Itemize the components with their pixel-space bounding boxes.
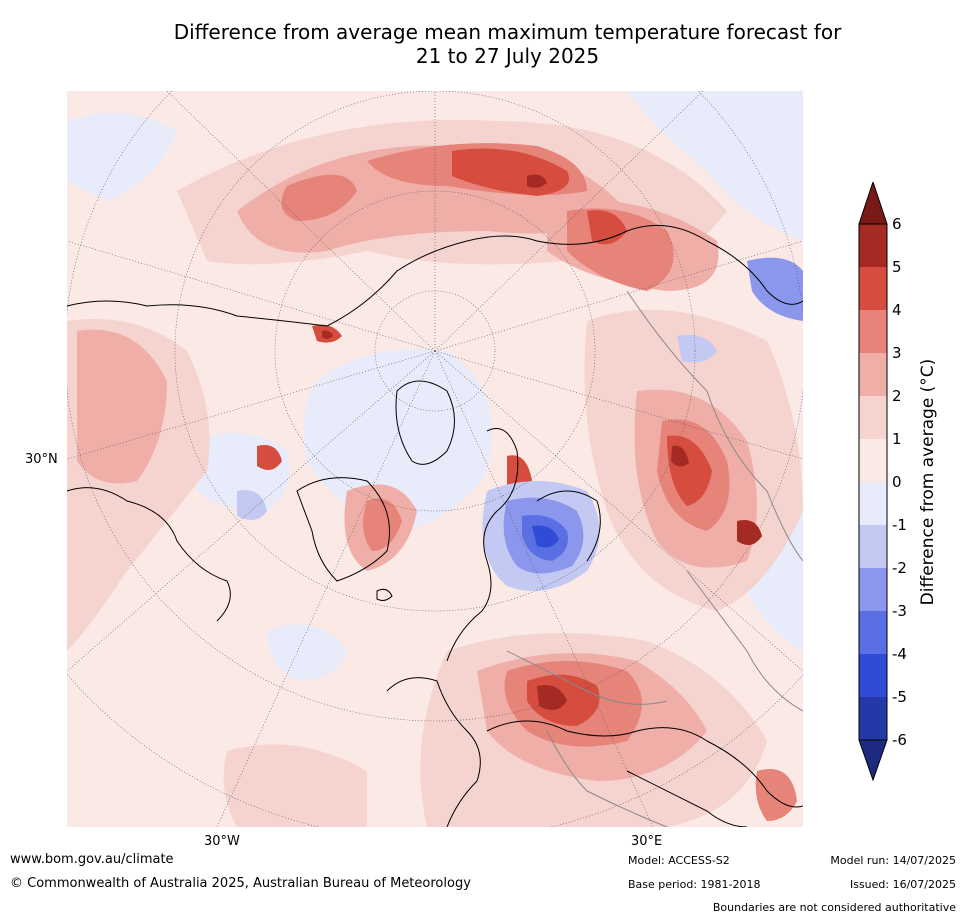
colorbar-tick: -6: [892, 731, 907, 749]
colorbar-label: Difference from average (°C): [918, 358, 938, 606]
colorbar-tick: 0: [892, 473, 902, 491]
borders: [506, 290, 803, 827]
colorbar-tick: 2: [892, 387, 902, 405]
colorbar-tick: 6: [892, 215, 902, 233]
model-run-date: Model run: 14/07/2025: [830, 854, 956, 867]
colorbar-tick: 3: [892, 344, 902, 362]
anomaly-neg-region: [532, 525, 559, 548]
anomaly-pos-region: [281, 174, 357, 221]
colorbar-segment: [859, 439, 887, 482]
anomaly-pos-region: [77, 329, 167, 484]
map-title-line2: 21 to 27 July 2025: [415, 44, 600, 68]
anomaly-neg-region: [747, 257, 803, 321]
colorbar-tick: 1: [892, 430, 902, 448]
map-title-line1: Difference from average mean maximum tem…: [173, 20, 842, 44]
colorbar-segment: [859, 353, 887, 396]
anomaly-neg-region: [237, 490, 267, 520]
coastlines: [67, 224, 803, 827]
issued-date: Issued: 16/07/2025: [849, 878, 956, 891]
colorbar-segment: [859, 611, 887, 654]
colorbar-segment: [859, 697, 887, 740]
anomaly-neg-region: [267, 624, 347, 681]
anomaly-pos-region: [527, 174, 547, 188]
colorbar-segment: [859, 654, 887, 697]
colorbar-tick: -1: [892, 516, 907, 534]
colorbar: [858, 180, 918, 782]
base-period: Base period: 1981-2018: [628, 878, 761, 891]
colorbar-under-triangle: [858, 739, 888, 782]
colorbar-tick: -3: [892, 602, 907, 620]
colorbar-tick: -4: [892, 645, 907, 663]
boundaries-disclaimer: Boundaries are not considered authoritat…: [712, 901, 956, 914]
anomaly-neg-region: [67, 113, 177, 201]
colorbar-segment: [859, 224, 887, 267]
colorbar-segment: [859, 525, 887, 568]
lon-label-30e: 30°E: [631, 834, 663, 849]
website-link[interactable]: www.bom.gov.au/climate: [10, 852, 174, 867]
colorbar-segment: [859, 310, 887, 353]
anomaly-neg-region: [303, 349, 492, 531]
anomaly-neg-region: [677, 335, 717, 363]
anomaly-pos-region: [671, 445, 689, 467]
colorbar-segment: [859, 396, 887, 439]
anomaly-pos-region: [322, 330, 333, 339]
colorbar-over-triangle: [858, 180, 888, 225]
anomaly-pos-region: [257, 445, 282, 470]
temperature-anomaly-map: [67, 91, 803, 827]
colorbar-tick: -2: [892, 559, 907, 577]
copyright-text: © Commonwealth of Australia 2025, Austra…: [10, 876, 471, 891]
map-svg: [67, 91, 803, 827]
colorbar-tick: 4: [892, 301, 902, 319]
colorbar-tick: 5: [892, 258, 902, 276]
anomaly-pos-region: [537, 685, 567, 710]
anomaly-pos-region: [737, 520, 762, 545]
colorbar-segment: [859, 267, 887, 310]
map-title: Difference from average mean maximum tem…: [0, 20, 965, 68]
colorbar-segment: [859, 482, 887, 525]
anomaly-pos-region: [363, 498, 402, 551]
lon-label-30w: 30°W: [204, 834, 240, 849]
colorbar-svg: [858, 180, 888, 782]
anomaly-neg-region: [627, 91, 803, 241]
anomaly-pos-region: [223, 744, 367, 827]
colorbar-tick: -5: [892, 688, 907, 706]
lat-label-30n: 30°N: [25, 452, 58, 467]
colorbar-segment: [859, 568, 887, 611]
model-name: Model: ACCESS-S2: [628, 854, 730, 867]
anomaly-pos-region: [755, 769, 797, 821]
